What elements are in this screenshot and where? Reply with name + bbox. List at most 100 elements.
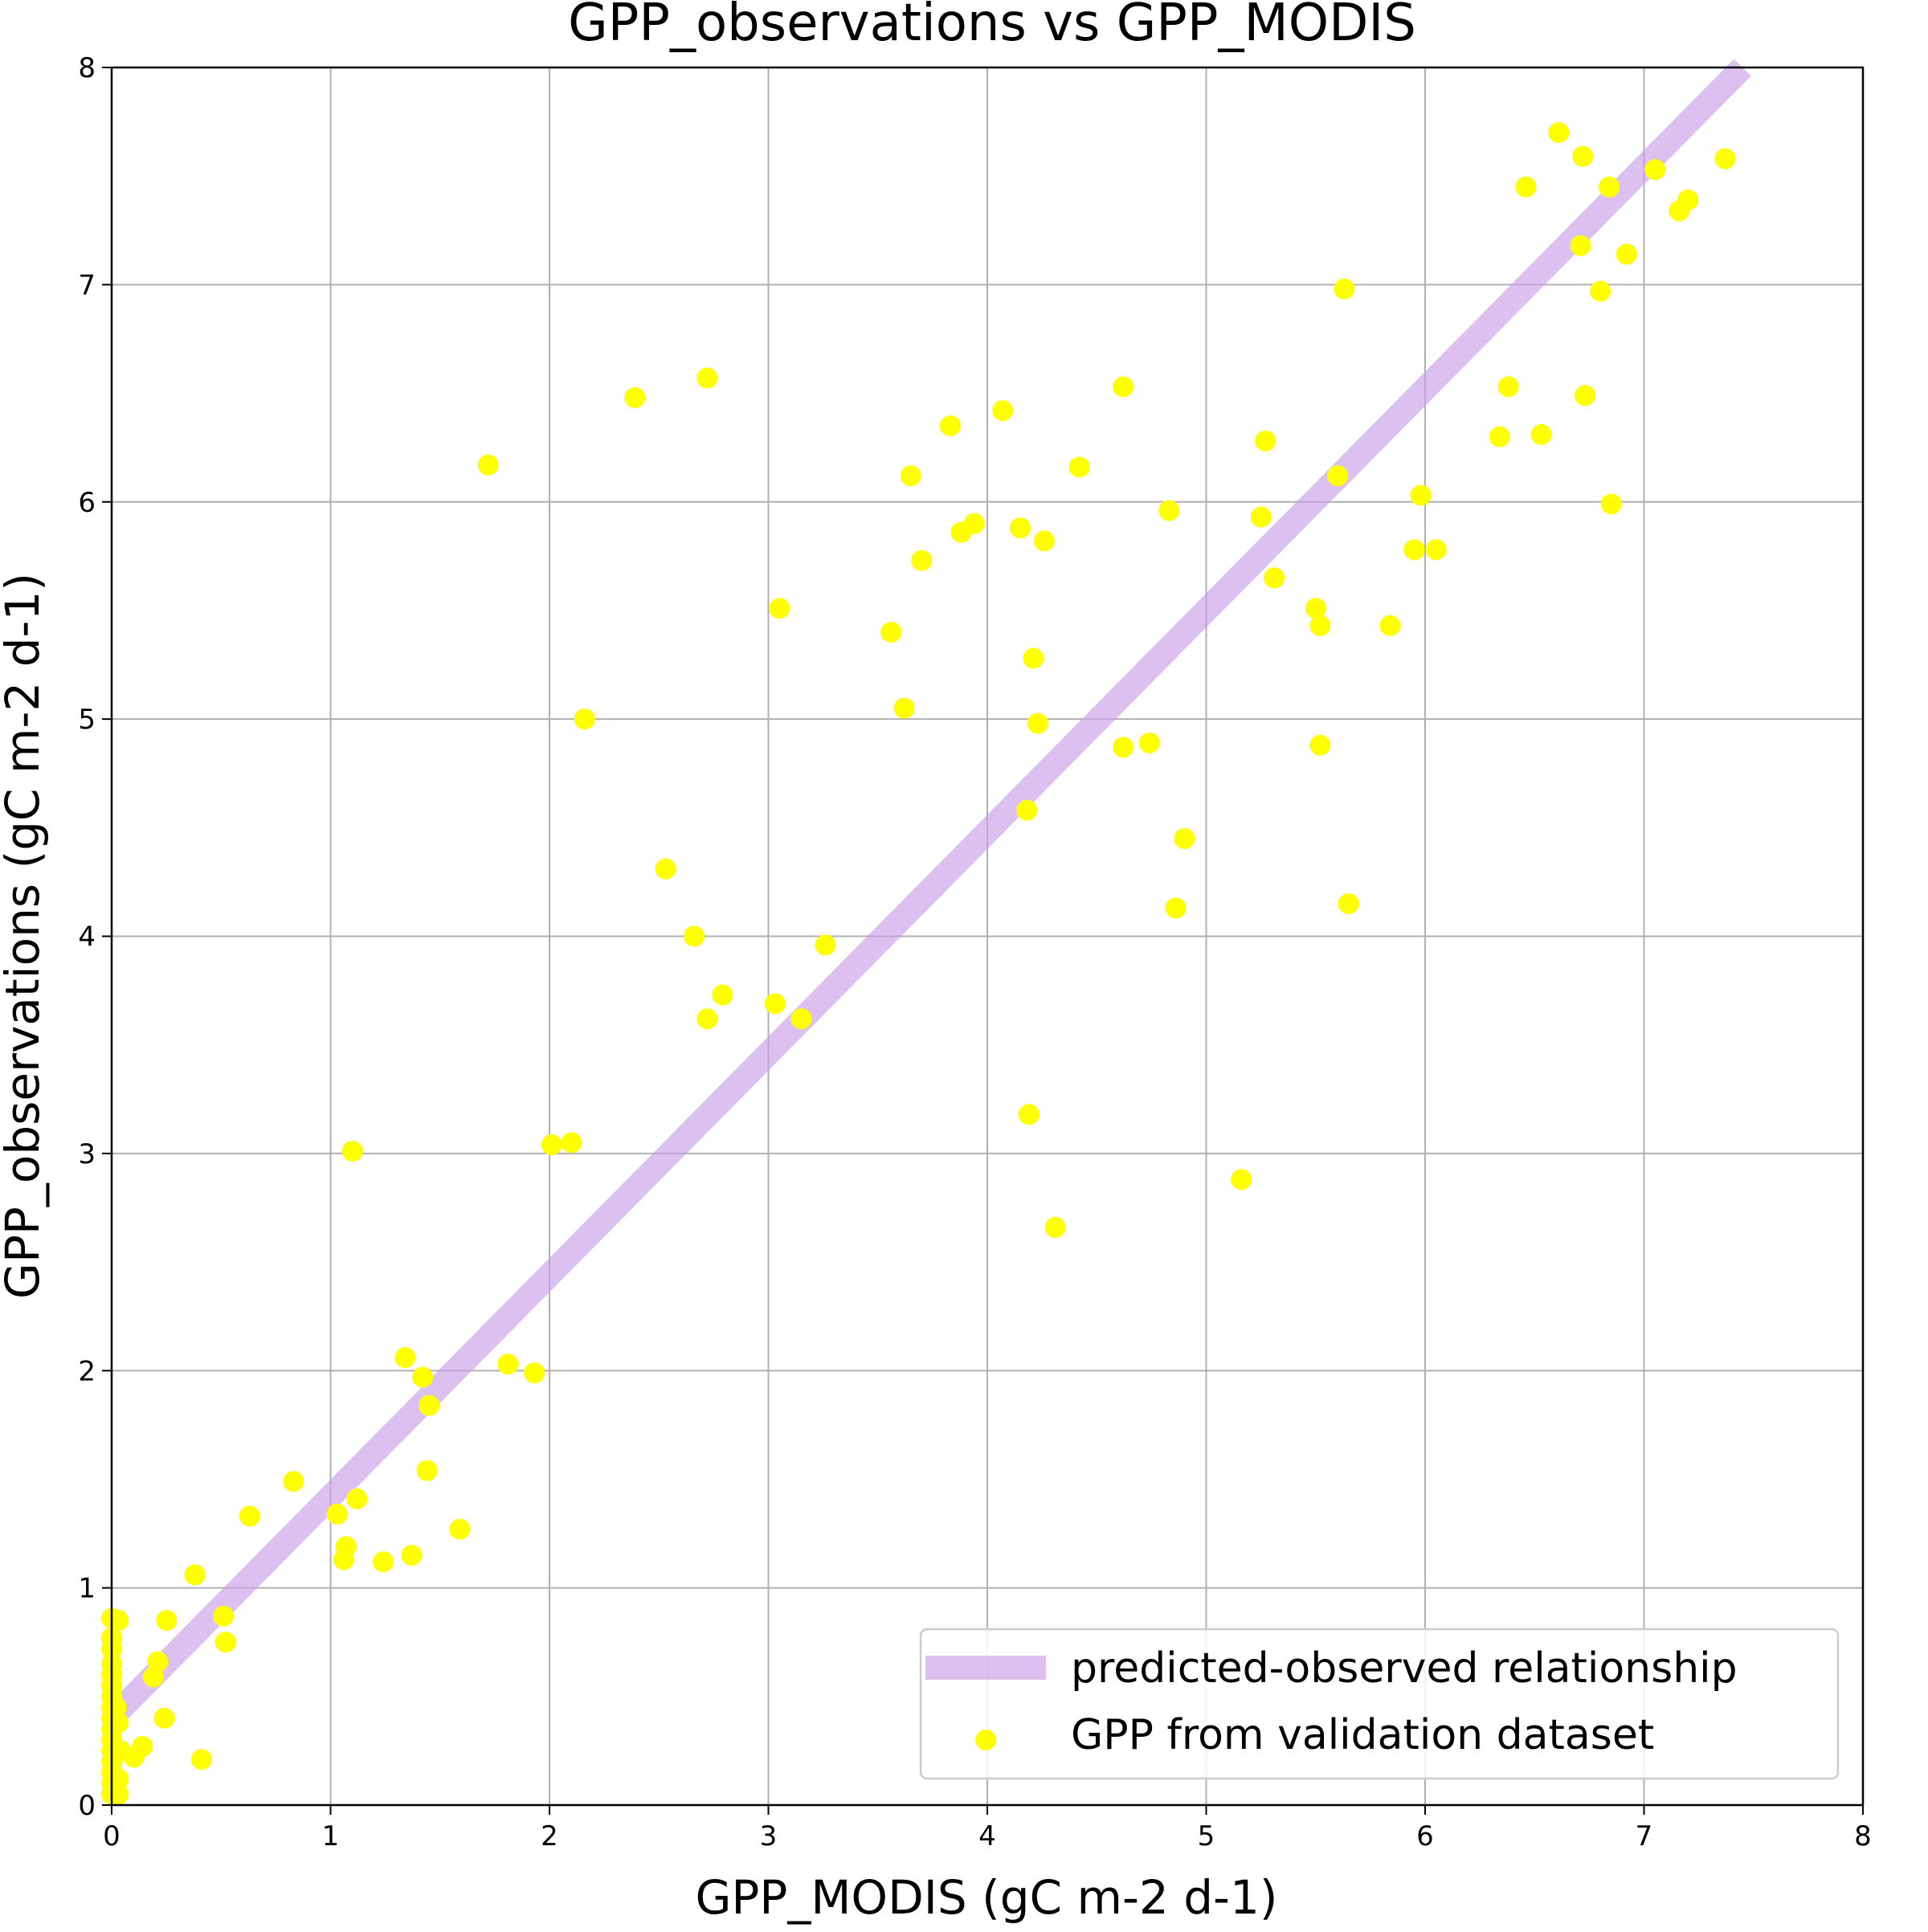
data-point [108, 1610, 129, 1632]
data-point [108, 1768, 129, 1790]
data-point [1714, 148, 1736, 170]
y-tick-label: 7 [78, 269, 96, 301]
data-point [1165, 897, 1187, 919]
data-point [1138, 732, 1160, 754]
data-point [1644, 159, 1666, 181]
data-point [372, 1551, 394, 1573]
data-point [497, 1354, 519, 1375]
data-point [1018, 1104, 1040, 1125]
data-point [1250, 506, 1272, 528]
data-point [346, 1488, 368, 1509]
data-point [1497, 376, 1519, 398]
data-point [341, 1141, 363, 1162]
data-point [1309, 734, 1331, 756]
data-point [394, 1347, 416, 1369]
data-point [132, 1735, 153, 1757]
data-point [1379, 615, 1401, 636]
data-point [963, 513, 985, 534]
data-point [401, 1545, 423, 1566]
x-tick-label: 3 [760, 1820, 778, 1852]
data-point [1590, 280, 1611, 302]
data-point [1263, 567, 1285, 589]
data-point [1309, 615, 1331, 636]
data-point [326, 1503, 348, 1525]
x-tick-label: 1 [322, 1820, 340, 1852]
data-point [1112, 376, 1134, 398]
data-point [764, 993, 786, 1015]
fit-line [103, 59, 1751, 1727]
x-tick-label: 4 [978, 1820, 996, 1852]
data-point [1327, 465, 1348, 487]
data-point [283, 1471, 304, 1493]
y-tick-label: 8 [78, 52, 96, 84]
y-axis-label: GPP_observations (gC m-2 d-1) [0, 573, 50, 1299]
data-point [1548, 122, 1570, 144]
data-point [1598, 176, 1620, 198]
data-point [880, 621, 902, 643]
data-point [1677, 189, 1698, 210]
legend: predicted-observed relationship GPP from… [919, 1628, 1840, 1780]
data-point [696, 1008, 718, 1030]
data-point [1174, 827, 1195, 849]
data-point [1023, 647, 1044, 669]
y-tick-label: 6 [78, 487, 96, 519]
data-point [108, 1783, 129, 1805]
data-point [1068, 456, 1090, 478]
y-tick-label: 5 [78, 704, 96, 736]
x-axis-label: GPP_MODIS (gC m-2 d-1) [695, 1870, 1277, 1925]
y-tick-label: 2 [78, 1355, 96, 1387]
scatter-points [101, 122, 1736, 1805]
x-tick-label: 8 [1854, 1820, 1872, 1852]
data-point [712, 984, 733, 1006]
data-point [411, 1366, 433, 1388]
data-point [212, 1605, 234, 1627]
data-point [1033, 530, 1055, 552]
data-point [477, 454, 499, 476]
data-point [1009, 517, 1031, 539]
data-point [1044, 1216, 1066, 1238]
data-point [1158, 500, 1180, 521]
data-point [335, 1536, 357, 1558]
legend-label-validation: GPP from validation dataset [1071, 1711, 1654, 1759]
data-point [541, 1134, 562, 1156]
data-point [214, 1632, 236, 1653]
data-point [900, 465, 921, 487]
y-tick-label: 4 [78, 921, 96, 954]
data-point [655, 858, 676, 880]
data-point [153, 1707, 175, 1729]
data-point [1305, 598, 1326, 619]
data-point [1403, 539, 1425, 561]
data-point [1016, 799, 1038, 821]
chart-title: GPP_observations vs GPP_MODIS [568, 0, 1416, 53]
data-point [939, 415, 961, 437]
data-point [108, 1712, 129, 1734]
data-point [1515, 176, 1537, 198]
data-point [419, 1395, 440, 1416]
data-point [1600, 493, 1622, 515]
x-tick-label: 5 [1198, 1820, 1215, 1852]
data-point [1572, 145, 1594, 167]
data-point [574, 709, 595, 730]
data-point [239, 1505, 260, 1527]
data-point [1112, 737, 1134, 758]
y-tick-label: 1 [78, 1573, 96, 1605]
fit-line-layer [103, 59, 1751, 1727]
legend-point-swatch [975, 1730, 996, 1750]
data-point [1489, 426, 1510, 447]
data-point [147, 1651, 169, 1673]
data-point [1570, 235, 1591, 256]
x-tick-label: 7 [1636, 1820, 1653, 1852]
data-point [624, 386, 646, 408]
data-point [696, 367, 718, 389]
data-point [1231, 1169, 1252, 1191]
grid [111, 67, 1864, 1806]
legend-label-relationship: predicted-observed relationship [1071, 1644, 1738, 1693]
data-point [1027, 713, 1048, 734]
x-tick-label: 6 [1416, 1820, 1434, 1852]
x-tick-label: 2 [541, 1820, 558, 1852]
data-point [1410, 484, 1432, 506]
y-tick-label: 3 [78, 1138, 96, 1170]
data-point [1255, 431, 1276, 452]
data-point [911, 549, 933, 571]
